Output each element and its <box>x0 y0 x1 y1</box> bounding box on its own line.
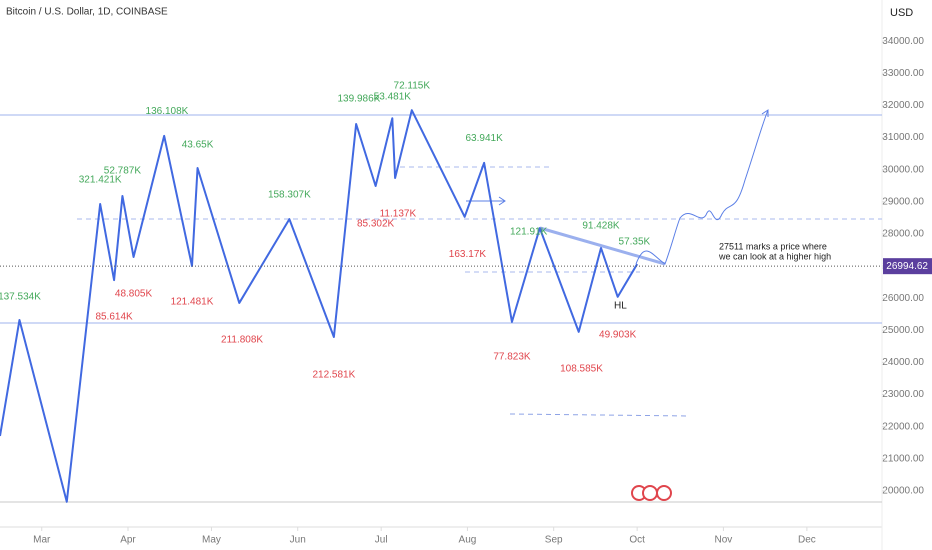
x-tick-label: Jun <box>290 535 306 546</box>
event-icons <box>631 485 672 501</box>
y-tick-label: 26000.00 <box>882 293 924 304</box>
currency: USD <box>890 7 913 19</box>
y-tick-label: 32000.00 <box>882 100 924 111</box>
y-tick-label: 22000.00 <box>882 421 924 432</box>
annotation: 121.91K <box>510 227 548 238</box>
y-tick-label: 30000.00 <box>882 164 924 175</box>
x-tick-label: Aug <box>459 535 477 546</box>
annotation: 321.421K <box>79 175 122 186</box>
annotation: 91.428K <box>582 220 620 231</box>
annotation: HL <box>614 300 627 311</box>
annotation: 137.534K <box>0 291 41 302</box>
annotation: 163.17K <box>449 249 487 260</box>
annotation: 108.585K <box>560 363 603 374</box>
annotation: 85.614K <box>95 312 133 323</box>
annotation: 211.808K <box>221 335 263 346</box>
annotation: 72.115K <box>394 81 431 92</box>
annotation: 85.302K <box>357 219 395 230</box>
annotation: 212.581K <box>312 370 355 381</box>
annotation: 57.35K <box>619 237 651 248</box>
x-tick-label: Jul <box>375 535 388 546</box>
note-line: 27511 marks a price where <box>719 241 827 251</box>
annotation: 136.108K <box>146 106 189 117</box>
arrow <box>466 196 506 206</box>
y-tick-label: 25000.00 <box>882 325 924 336</box>
x-tick-label: May <box>202 535 221 546</box>
y-tick-label: 31000.00 <box>882 132 924 143</box>
y-tick-label: 28000.00 <box>882 229 924 240</box>
x-tick-label: Dec <box>798 535 816 546</box>
y-tick-label: 20000.00 <box>882 486 924 497</box>
annotation: 158.307K <box>268 190 311 201</box>
x-tick-label: Nov <box>715 535 733 546</box>
annotation: 49.903K <box>599 330 637 341</box>
last-price-box <box>883 258 932 275</box>
last-price-label: 26994.62 <box>886 261 928 272</box>
annotation: 63.941K <box>465 133 503 144</box>
y-tick-label: 34000.00 <box>882 36 924 47</box>
annotation: 53.481K <box>374 92 412 103</box>
y-tick-label: 21000.00 <box>882 453 924 464</box>
annotation: 52.787K <box>104 166 142 177</box>
annotation: 48.805K <box>115 289 153 300</box>
price-line <box>0 109 639 503</box>
x-tick-label: Mar <box>33 535 51 546</box>
x-tick-label: Apr <box>120 535 136 546</box>
projection <box>635 109 769 265</box>
note-line: we can look at a higher high <box>718 251 831 261</box>
x-tick-label: Sep <box>545 535 563 546</box>
annotation: 139.986K <box>338 94 381 105</box>
annotation: 121.481K <box>171 297 214 308</box>
y-tick-label: 33000.00 <box>882 68 924 79</box>
y-tick-label: 29000.00 <box>882 196 924 207</box>
x-tick-label: Oct <box>629 535 645 546</box>
annotation: 77.823K <box>493 352 531 363</box>
chart-title: Bitcoin / U.S. Dollar, 1D, COINBASE <box>6 7 168 18</box>
y-tick-label: 23000.00 <box>882 389 924 400</box>
annotation: 43.65K <box>182 140 214 151</box>
trend-line <box>539 226 666 266</box>
y-tick-label: 24000.00 <box>882 357 924 368</box>
dashed-level <box>509 413 691 417</box>
annotation: 11.137K <box>380 209 417 220</box>
